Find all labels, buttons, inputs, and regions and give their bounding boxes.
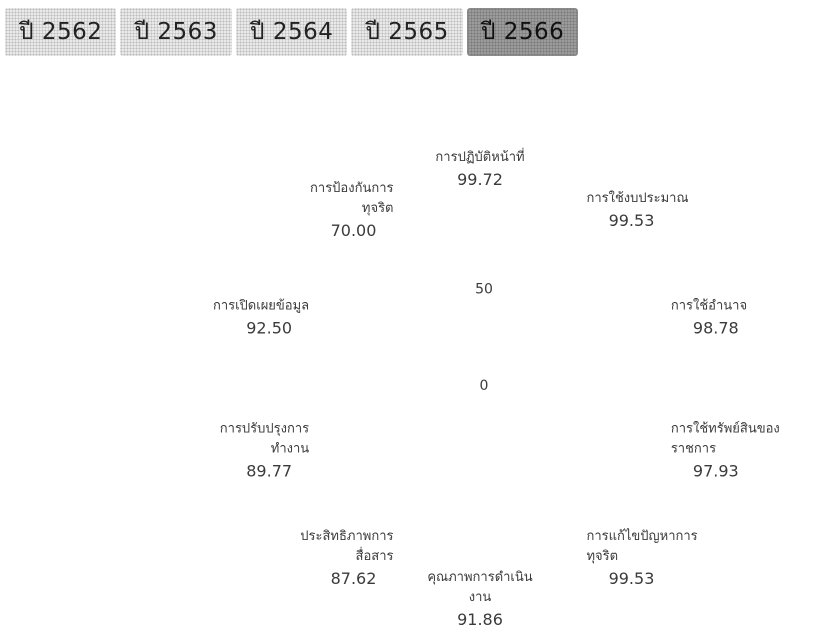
axis-label: คุณภาพการดำเนิน [427, 570, 532, 585]
axis-label: การใช้งบประมาณ [586, 190, 688, 206]
data-value-label: 87.62 [331, 569, 377, 588]
axis-label: ทุจริต [586, 549, 618, 564]
data-value-label: 98.78 [693, 319, 739, 338]
data-value-label: 99.72 [457, 170, 503, 189]
axis-label: ทำงาน [271, 441, 310, 456]
axis-label: การป้องกันการ [310, 181, 393, 196]
axis-label: สื่อสาร [355, 547, 393, 564]
axis-label: การใช้ทรัพย์สินของ [671, 420, 780, 436]
data-value-label: 99.53 [609, 569, 655, 588]
radial-tick-label: 0 [480, 378, 489, 394]
axis-label: การปฏิบัติหน้าที่ [435, 148, 524, 165]
axis-label: การใช้อำนาจ [671, 298, 747, 314]
axis-label: การเปิดเผยข้อมูล [213, 299, 309, 314]
axis-label: ทุจริต [362, 201, 394, 216]
data-value-label: 89.77 [246, 461, 292, 480]
axis-label: งาน [469, 590, 492, 605]
axis-label: การปรับปรุงการ [220, 421, 309, 436]
data-value-label: 92.50 [246, 319, 292, 338]
data-value-label: 99.53 [609, 211, 655, 230]
radial-tick-label: 50 [475, 281, 493, 297]
data-value-label: 70.00 [331, 221, 377, 240]
axis-label: ประสิทธิภาพการ [300, 529, 393, 544]
axis-label: การแก้ไขปัญหาการ [586, 528, 697, 544]
data-value-label: 91.86 [457, 610, 503, 629]
data-value-label: 97.93 [693, 461, 739, 480]
axis-label: ราชการ [671, 441, 716, 456]
